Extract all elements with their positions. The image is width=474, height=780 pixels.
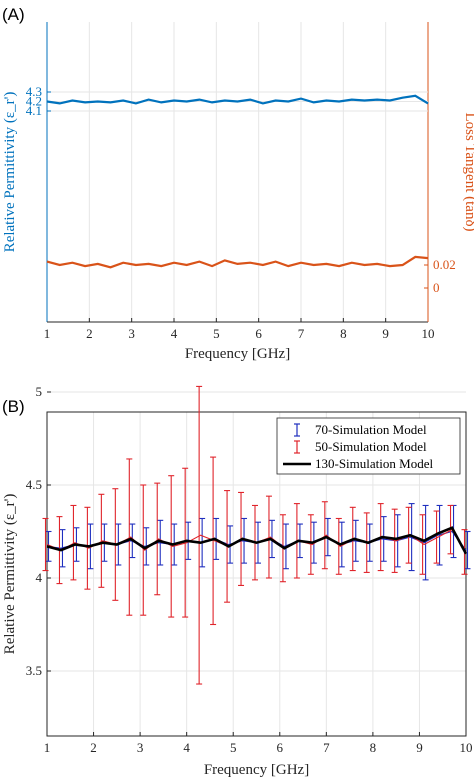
series-line-130 (46, 526, 468, 555)
y-tick-label: 4 (36, 570, 43, 585)
x-tick-label: 1 (44, 326, 51, 341)
left-tick-label: 4.3 (26, 84, 42, 99)
y-axis-title: Relative Permittivity (ε_r') (2, 494, 18, 655)
y-tick-label: 5 (36, 384, 43, 399)
panel-b-chart: 1 2 3 4 5 6 7 8 9 10 3.5 4 4.5 5 70-Simulation Model 50… (2, 384, 473, 778)
right-tick-label: 0.02 (433, 257, 456, 272)
left-tick-label: 4.2 (26, 94, 42, 109)
y-tick-label: 4.5 (26, 477, 42, 492)
x-tick-label: 9 (382, 326, 389, 341)
x-tick-label: 2 (90, 740, 97, 755)
x-tick-label: 4 (171, 326, 178, 341)
x-axis-title: Frequency [GHz] (185, 346, 290, 362)
x-tick-label: 2 (86, 326, 93, 341)
x-tick-label: 3 (128, 326, 135, 341)
x-tick-label: 1 (44, 740, 51, 755)
right-tick-label: 0 (433, 280, 440, 295)
x-tick-label: 4 (183, 740, 190, 755)
x-tick-label: 7 (323, 740, 330, 755)
loss-tangent-line (46, 255, 429, 269)
x-axis-title: Frequency [GHz] (204, 762, 309, 778)
x-tick-label: 3 (137, 740, 144, 755)
left-axis-title: Relative Permittivity (ε_r') (2, 92, 18, 253)
x-tick-label: 6 (255, 326, 262, 341)
legend-label: 70-Simulation Model (315, 422, 427, 437)
panel-b-label: (B) (2, 397, 25, 416)
x-tick-label: 5 (213, 326, 220, 341)
x-tick-label: 8 (340, 326, 347, 341)
panel-a-chart: 1 2 3 4 5 6 7 8 9 10 4.34.24.1 0.02 0 Frequency [GHz]… (2, 22, 474, 362)
x-tick-label: 8 (370, 740, 377, 755)
x-tick-label: 6 (277, 740, 284, 755)
x-tick-label: 10 (460, 740, 473, 755)
x-tick-label: 10 (422, 326, 435, 341)
permittivity-line (46, 94, 429, 105)
legend-label: 50-Simulation Model (315, 439, 427, 454)
x-tick-label: 5 (230, 740, 237, 755)
left-tick-label: 4.1 (26, 103, 42, 118)
right-axis-title: Loss Tangent (tanδ) (462, 112, 474, 231)
x-tick-label: 7 (298, 326, 305, 341)
legend-label: 130-Simulation Model (315, 456, 433, 471)
x-tick-label: 9 (416, 740, 423, 755)
panel-a-label: (A) (2, 5, 25, 24)
y-tick-label: 3.5 (26, 663, 42, 678)
